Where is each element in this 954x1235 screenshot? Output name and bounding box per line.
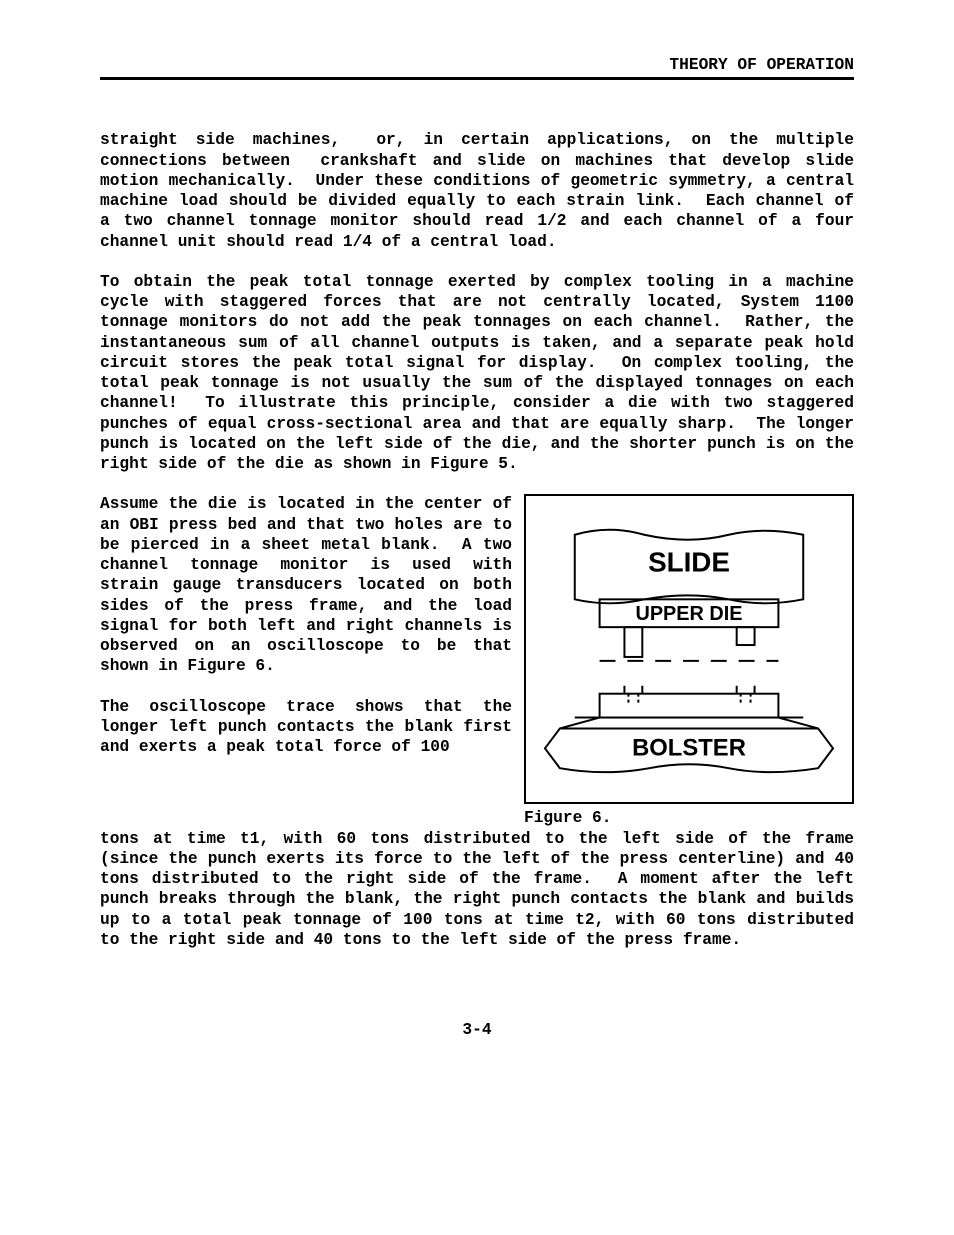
upper-die-group: UPPER DIE bbox=[600, 600, 779, 662]
lower-die-group bbox=[600, 686, 779, 718]
paragraph-3b: The oscilloscope trace shows that the lo… bbox=[100, 697, 512, 758]
figure-caption: Figure 6. bbox=[524, 808, 854, 828]
slide-group: SLIDE bbox=[575, 530, 803, 604]
left-text-column: Assume the die is located in the center … bbox=[100, 494, 512, 757]
header-rule bbox=[100, 77, 854, 80]
figure-column: SLIDE UPPER DIE bbox=[524, 494, 854, 828]
paragraph-4: tons at time t1, with 60 tons distribute… bbox=[100, 829, 854, 951]
text-figure-row: Assume the die is located in the center … bbox=[100, 494, 854, 828]
bolster-label: BOLSTER bbox=[632, 735, 746, 762]
die-diagram: SLIDE UPPER DIE bbox=[530, 500, 848, 798]
figure-svg-wrap: SLIDE UPPER DIE bbox=[530, 500, 848, 798]
bolster-group: BOLSTER bbox=[545, 718, 833, 773]
page-header: THEORY OF OPERATION bbox=[100, 55, 854, 75]
paragraph-3a: Assume the die is located in the center … bbox=[100, 494, 512, 676]
figure-box: SLIDE UPPER DIE bbox=[524, 494, 854, 804]
paragraph-2: To obtain the peak total tonnage exerted… bbox=[100, 272, 854, 475]
header-title: THEORY OF OPERATION bbox=[669, 56, 854, 74]
slide-label: SLIDE bbox=[648, 547, 730, 578]
page-number: 3-4 bbox=[100, 1020, 854, 1040]
page: THEORY OF OPERATION straight side machin… bbox=[0, 0, 954, 1080]
paragraph-1: straight side machines, or, in certain a… bbox=[100, 130, 854, 252]
upper-die-label: UPPER DIE bbox=[635, 603, 742, 625]
